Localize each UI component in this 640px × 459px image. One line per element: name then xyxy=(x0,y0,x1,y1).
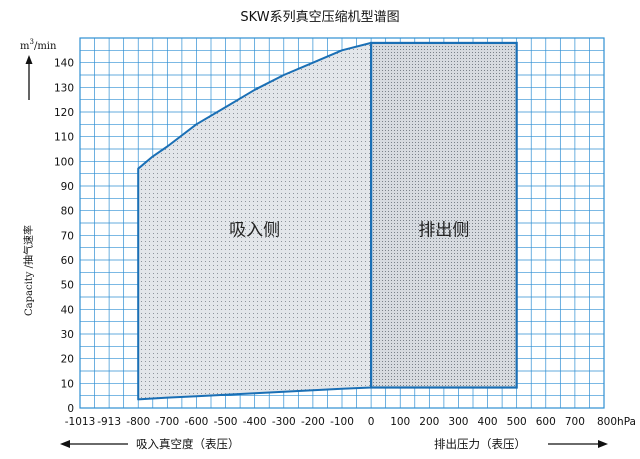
discharge-caption: 排出压力（表压） xyxy=(434,437,526,451)
y-tick-label: 140 xyxy=(54,58,74,70)
chart-title: SKW系列真空压缩机型谱图 xyxy=(240,9,399,25)
x-tick-label: -600 xyxy=(185,416,209,428)
y-tick-label: 30 xyxy=(61,329,74,341)
y-unit-label: m3/min xyxy=(20,38,57,52)
y-tick-labels: 0 10 20 30 40 50 60 70 80 90 100 110 120 130 140 xyxy=(54,58,74,415)
y-tick-label: 50 xyxy=(61,280,74,292)
x-tick-label: -913 xyxy=(97,416,121,428)
x-tick-label: -300 xyxy=(272,416,296,428)
y-axis-label: Capacity /抽气速率 xyxy=(22,225,35,316)
y-tick-label: 120 xyxy=(54,107,74,119)
x-tick-label: -700 xyxy=(155,416,179,428)
x-tick-label: 600 xyxy=(536,416,556,428)
y-tick-label: 10 xyxy=(61,378,74,390)
x-tick-label: 0 xyxy=(368,416,375,428)
x-tick-label: 200 xyxy=(419,416,439,428)
y-tick-label: 100 xyxy=(54,156,74,168)
y-axis-arrow xyxy=(25,55,33,100)
y-tick-label: 90 xyxy=(61,181,74,193)
y-tick-label: 70 xyxy=(61,230,74,242)
x-tick-label: 300 xyxy=(448,416,468,428)
y-tick-label: 60 xyxy=(61,255,74,267)
plot-regions: 吸入侧 排出侧 xyxy=(137,41,518,401)
x-tick-label: 700 xyxy=(565,416,585,428)
x-tick-label: 400 xyxy=(478,416,498,428)
discharge-arrow xyxy=(548,440,608,448)
x-tick-label: 100 xyxy=(390,416,410,428)
x-tick-label: -100 xyxy=(330,416,354,428)
y-tick-label: 80 xyxy=(61,206,74,218)
suction-caption: 吸入真空度（表压） xyxy=(136,437,240,451)
x-tick-label: 500 xyxy=(507,416,527,428)
discharge-region-label: 排出侧 xyxy=(418,220,469,240)
x-tick-label: -800 xyxy=(126,416,150,428)
discharge-region xyxy=(370,41,518,389)
x-tick-label: 800hPa xyxy=(597,416,636,428)
y-tick-label: 130 xyxy=(54,82,74,94)
x-tick-labels: -1013 -913 -800 -700 -600 -500 -400 -300 -200 -10… xyxy=(65,416,636,428)
x-tick-label: -500 xyxy=(214,416,238,428)
suction-region-label: 吸入侧 xyxy=(229,220,280,240)
x-tick-label: -1013 xyxy=(65,416,96,428)
y-tick-label: 40 xyxy=(61,304,74,316)
x-tick-label: -200 xyxy=(301,416,325,428)
y-tick-label: 0 xyxy=(67,403,74,415)
y-tick-label: 20 xyxy=(61,354,74,366)
x-tick-label: -400 xyxy=(243,416,267,428)
suction-arrow xyxy=(60,440,128,448)
y-tick-label: 110 xyxy=(54,132,74,144)
